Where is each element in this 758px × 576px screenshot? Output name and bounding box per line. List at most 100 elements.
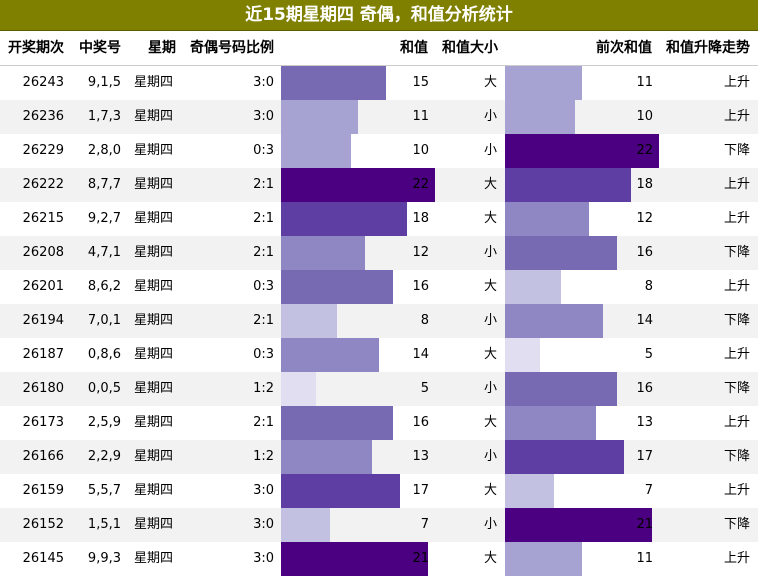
sum-cell: 11 bbox=[412, 109, 429, 124]
weekday-cell: 星期四 bbox=[134, 449, 174, 464]
ratio-cell: 2:1 bbox=[253, 177, 274, 192]
prev-sum-cell: 22 bbox=[636, 143, 653, 158]
sum-bar bbox=[281, 134, 351, 168]
weekday-cell: 星期四 bbox=[134, 517, 174, 532]
prev-sum-bar bbox=[505, 508, 652, 542]
prev-sum-cell: 18 bbox=[636, 177, 653, 192]
issue-cell: 26159 bbox=[22, 483, 64, 498]
prev-sum-cell: 16 bbox=[636, 381, 653, 396]
size-cell: 小 bbox=[483, 143, 497, 158]
size-cell: 大 bbox=[483, 483, 497, 498]
sum-bar bbox=[281, 542, 428, 576]
prev-sum-cell: 10 bbox=[636, 109, 653, 124]
sum-bar bbox=[281, 168, 435, 202]
trend-cell: 下降 bbox=[723, 313, 750, 328]
sum-cell: 16 bbox=[412, 415, 429, 430]
prev-sum-bar bbox=[505, 440, 624, 474]
numbers-cell: 9,9,3 bbox=[87, 551, 121, 566]
ratio-cell: 3:0 bbox=[253, 517, 274, 532]
table-row: 26173 2,5,9 星期四 2:1 16 大 13 上升 bbox=[0, 406, 758, 440]
table-row: 26166 2,2,9 星期四 1:2 13 小 17 下降 bbox=[0, 440, 758, 474]
table-row: 26208 4,7,1 星期四 2:1 12 小 16 下降 bbox=[0, 236, 758, 270]
ratio-cell: 1:2 bbox=[253, 381, 274, 396]
issue-cell: 26243 bbox=[22, 75, 64, 90]
ratio-cell: 0:3 bbox=[253, 143, 274, 158]
header-numbers: 中奖号 bbox=[79, 40, 121, 56]
prev-sum-bar bbox=[505, 100, 575, 134]
sum-bar bbox=[281, 236, 365, 270]
ratio-cell: 2:1 bbox=[253, 211, 274, 226]
size-cell: 大 bbox=[483, 415, 497, 430]
prev-sum-cell: 16 bbox=[636, 245, 653, 260]
trend-cell: 上升 bbox=[723, 551, 750, 566]
weekday-cell: 星期四 bbox=[134, 313, 174, 328]
prev-sum-cell: 7 bbox=[644, 483, 653, 498]
header-issue: 开奖期次 bbox=[8, 40, 64, 56]
header-prev-sum: 前次和值 bbox=[596, 40, 652, 56]
weekday-cell: 星期四 bbox=[134, 75, 174, 90]
numbers-cell: 0,0,5 bbox=[87, 381, 121, 396]
table-header: 开奖期次 中奖号 星期 奇偶号码比例 和值 和值大小 前次和值 和值升降走势 bbox=[0, 31, 758, 66]
trend-cell: 下降 bbox=[723, 381, 750, 396]
weekday-cell: 星期四 bbox=[134, 279, 174, 294]
trend-cell: 下降 bbox=[723, 449, 750, 464]
numbers-cell: 8,6,2 bbox=[87, 279, 121, 294]
issue-cell: 26208 bbox=[22, 245, 64, 260]
sum-bar bbox=[281, 474, 400, 508]
ratio-cell: 0:3 bbox=[253, 279, 274, 294]
prev-sum-bar bbox=[505, 304, 603, 338]
weekday-cell: 星期四 bbox=[134, 143, 174, 158]
table-row: 26222 8,7,7 星期四 2:1 22 大 18 上升 bbox=[0, 168, 758, 202]
trend-cell: 上升 bbox=[723, 211, 750, 226]
size-cell: 大 bbox=[483, 211, 497, 226]
ratio-cell: 2:1 bbox=[253, 245, 274, 260]
prev-sum-cell: 13 bbox=[636, 415, 653, 430]
prev-sum-cell: 8 bbox=[644, 279, 653, 294]
sum-bar bbox=[281, 100, 358, 134]
size-cell: 大 bbox=[483, 551, 497, 566]
numbers-cell: 4,7,1 bbox=[87, 245, 121, 260]
trend-cell: 上升 bbox=[723, 279, 750, 294]
sum-cell: 18 bbox=[412, 211, 429, 226]
prev-sum-bar bbox=[505, 406, 596, 440]
sum-bar bbox=[281, 66, 386, 100]
header-size: 和值大小 bbox=[442, 40, 498, 56]
ratio-cell: 1:2 bbox=[253, 449, 274, 464]
weekday-cell: 星期四 bbox=[134, 177, 174, 192]
ratio-cell: 3:0 bbox=[253, 75, 274, 90]
issue-cell: 26180 bbox=[22, 381, 64, 396]
weekday-cell: 星期四 bbox=[134, 109, 174, 124]
prev-sum-bar bbox=[505, 168, 631, 202]
numbers-cell: 8,7,7 bbox=[87, 177, 121, 192]
ratio-cell: 2:1 bbox=[253, 313, 274, 328]
numbers-cell: 5,5,7 bbox=[87, 483, 121, 498]
trend-cell: 下降 bbox=[723, 245, 750, 260]
weekday-cell: 星期四 bbox=[134, 211, 174, 226]
trend-cell: 上升 bbox=[723, 109, 750, 124]
sum-bar bbox=[281, 508, 330, 542]
sum-cell: 5 bbox=[420, 381, 429, 396]
trend-cell: 下降 bbox=[723, 517, 750, 532]
prev-sum-bar bbox=[505, 66, 582, 100]
issue-cell: 26194 bbox=[22, 313, 64, 328]
size-cell: 大 bbox=[483, 177, 497, 192]
sum-cell: 7 bbox=[420, 517, 429, 532]
numbers-cell: 0,8,6 bbox=[87, 347, 121, 362]
prev-sum-bar bbox=[505, 474, 554, 508]
prev-sum-cell: 11 bbox=[636, 75, 653, 90]
sum-bar bbox=[281, 270, 393, 304]
ratio-cell: 2:1 bbox=[253, 415, 274, 430]
table-row: 26215 9,2,7 星期四 2:1 18 大 12 上升 bbox=[0, 202, 758, 236]
trend-cell: 上升 bbox=[723, 415, 750, 430]
prev-sum-bar bbox=[505, 236, 617, 270]
trend-cell: 下降 bbox=[723, 143, 750, 158]
prev-sum-bar bbox=[505, 338, 540, 372]
issue-cell: 26166 bbox=[22, 449, 64, 464]
sum-cell: 22 bbox=[412, 177, 429, 192]
prev-sum-bar bbox=[505, 134, 659, 168]
header-ratio: 奇偶号码比例 bbox=[190, 40, 274, 56]
issue-cell: 26152 bbox=[22, 517, 64, 532]
sum-bar bbox=[281, 372, 316, 406]
numbers-cell: 9,1,5 bbox=[87, 75, 121, 90]
table-row: 26194 7,0,1 星期四 2:1 8 小 14 下降 bbox=[0, 304, 758, 338]
